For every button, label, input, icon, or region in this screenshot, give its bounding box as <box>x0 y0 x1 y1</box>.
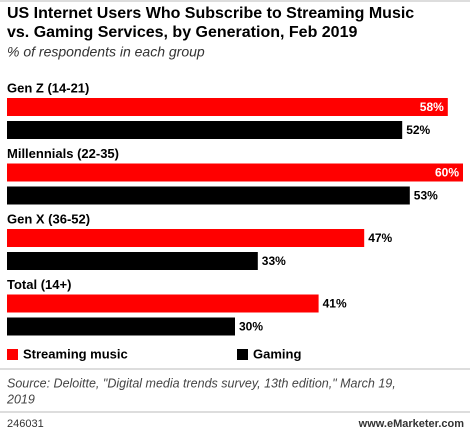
chart-title: US Internet Users Who Subscribe to Strea… <box>7 5 414 22</box>
category-label: Gen Z (14-21) <box>7 80 89 95</box>
bar <box>7 294 319 313</box>
legend-swatch <box>7 349 18 360</box>
value-label: 53% <box>414 189 438 203</box>
chart-subtitle: % of respondents in each group <box>7 44 205 60</box>
bar <box>7 229 365 247</box>
bar <box>7 163 463 182</box>
bar <box>7 186 410 205</box>
value-label: 30% <box>239 320 263 334</box>
category-label: Total (14+) <box>7 277 71 292</box>
value-label: 33% <box>262 254 286 268</box>
value-label: 60% <box>435 166 459 180</box>
bar <box>7 252 258 270</box>
bar <box>7 317 235 336</box>
source: Source: Deloitte, "Digital media trends … <box>7 376 396 390</box>
category-label: Gen X (36-52) <box>7 211 90 226</box>
source: 2019 <box>6 392 35 406</box>
chart-id: 246031 <box>7 418 44 430</box>
value-label: 47% <box>368 231 392 245</box>
brand: www.eMarketer.com <box>358 418 465 430</box>
legend-swatch <box>237 349 248 360</box>
chart-title: vs. Gaming Services, by Generation, Feb … <box>7 24 357 41</box>
value-label: 52% <box>406 123 430 137</box>
legend-label: Gaming <box>253 346 301 361</box>
bar <box>7 98 448 116</box>
value-label: 41% <box>323 297 347 311</box>
bar <box>7 121 403 139</box>
value-label: 58% <box>420 100 444 114</box>
legend-label: Streaming music <box>23 346 128 361</box>
category-label: Millennials (22-35) <box>7 146 119 161</box>
